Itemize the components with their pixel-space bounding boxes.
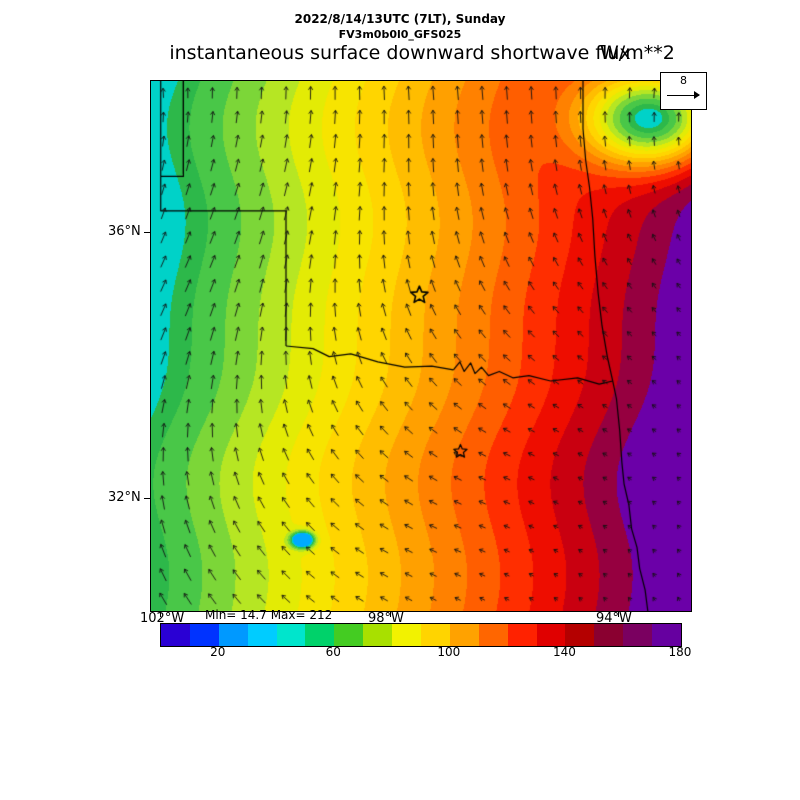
colorbar-cell [507, 624, 537, 646]
colorbar-tick-label: 140 [552, 645, 576, 659]
page-title: instantaneous surface downward shortwave… [169, 42, 631, 64]
colorbar-cell [623, 624, 653, 646]
colorbar-tick-label: 180 [668, 645, 692, 659]
colorbar-cell [392, 624, 422, 646]
colorbar-cell [247, 624, 277, 646]
colorbar-tick-label: 60 [325, 645, 341, 659]
colorbar-cell [334, 624, 364, 646]
lon-tick-98 [390, 611, 391, 617]
vector-arrow-head-icon [694, 91, 700, 99]
colorbar-cell [421, 624, 450, 646]
vector-arrow-icon [667, 95, 699, 96]
lat-tick-36 [144, 232, 150, 233]
colorbar-cell [276, 624, 306, 646]
lat-label-32N: 32°N [108, 490, 141, 505]
colorbar-cell [363, 624, 393, 646]
colorbar-cell [478, 624, 508, 646]
colorbar-cell [189, 624, 219, 646]
colorbar-cell [652, 624, 682, 646]
colorbar-tick-labels: 20 60 100 140 180 [160, 645, 691, 661]
colorbar-cell [305, 624, 335, 646]
date-time-title: 2022/8/14/13UTC (7LT), Sunday [294, 12, 506, 26]
vector-reference-value: 8 [680, 74, 687, 87]
lon-label-98W: 98°W [368, 611, 404, 626]
lon-tick-94 [618, 611, 619, 617]
colorbar-cell [218, 624, 248, 646]
colorbar-tick-label: 100 [437, 645, 461, 659]
colorbar-cell [594, 624, 624, 646]
colorbar-cell [449, 624, 479, 646]
colorbar-cell [161, 624, 190, 646]
lon-label-94W: 94°W [596, 611, 632, 626]
min-max-stats: Min= 14.7 Max= 212 [205, 608, 333, 622]
colorbar-cell [536, 624, 566, 646]
map-plot-area [150, 80, 692, 612]
colorbar [160, 623, 682, 647]
lon-tick-102 [160, 611, 161, 617]
lon-label-102W: 102°W [140, 611, 185, 626]
lat-tick-32 [144, 498, 150, 499]
colorbar-cell [565, 624, 595, 646]
lat-label-36N: 36°N [108, 224, 141, 239]
units-label: W/m**2 [600, 42, 675, 64]
model-name-title: FV3m0b0l0_GFS025 [338, 28, 462, 41]
vector-reference-legend: 8 [660, 72, 707, 110]
colorbar-tick-label: 20 [210, 645, 226, 659]
shortwave-flux-raster [151, 81, 691, 611]
